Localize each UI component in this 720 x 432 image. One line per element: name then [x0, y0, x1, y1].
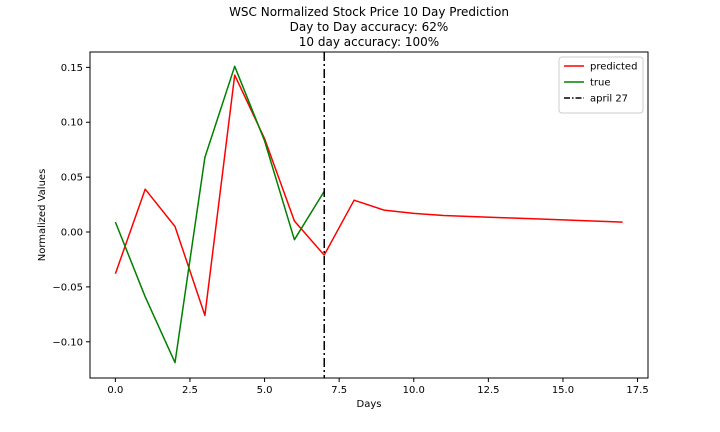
y-axis-ticks: −0.10 −0.05 0.00 0.05 0.10 0.15 — [52, 63, 90, 348]
y-tick-label: 0.00 — [61, 228, 83, 239]
x-tick-label: 15.0 — [552, 385, 574, 396]
y-tick-label: 0.15 — [61, 63, 83, 74]
x-tick-label: 5.0 — [257, 385, 273, 396]
x-axis-label: Days — [357, 399, 382, 410]
series-line-true — [114, 65, 325, 364]
plot-frame — [89, 51, 649, 379]
y-tick-label: 0.05 — [61, 173, 83, 184]
y-tick-label: −0.05 — [52, 282, 83, 293]
title-line-1: WSC Normalized Stock Price 10 Day Predic… — [229, 5, 509, 19]
legend-label: predicted — [590, 62, 637, 73]
y-tick-label: −0.10 — [52, 337, 83, 348]
title-line-3: 10 day accuracy: 100% — [299, 35, 439, 49]
y-axis-label: Normalized Values — [37, 169, 48, 262]
x-axis-ticks: 0.0 2.5 5.0 7.5 10.0 12.5 15.0 17.5 — [107, 378, 649, 396]
title-line-2: Day to Day accuracy: 62% — [290, 20, 449, 34]
chart-title: WSC Normalized Stock Price 10 Day Predic… — [229, 5, 509, 49]
x-tick-label: 0.0 — [107, 385, 123, 396]
legend: predicted true april 27 — [558, 56, 644, 114]
x-tick-label: 2.5 — [182, 385, 198, 396]
x-tick-label: 7.5 — [331, 385, 347, 396]
y-tick-label: 0.10 — [61, 118, 83, 129]
x-tick-label: 12.5 — [477, 385, 499, 396]
plot-lines — [114, 52, 623, 378]
series-line-predicted — [114, 74, 623, 317]
x-tick-label: 10.0 — [403, 385, 425, 396]
x-tick-label: 17.5 — [626, 385, 648, 396]
legend-box — [558, 56, 644, 114]
legend-label: true — [590, 78, 611, 89]
legend-label: april 27 — [590, 94, 628, 105]
